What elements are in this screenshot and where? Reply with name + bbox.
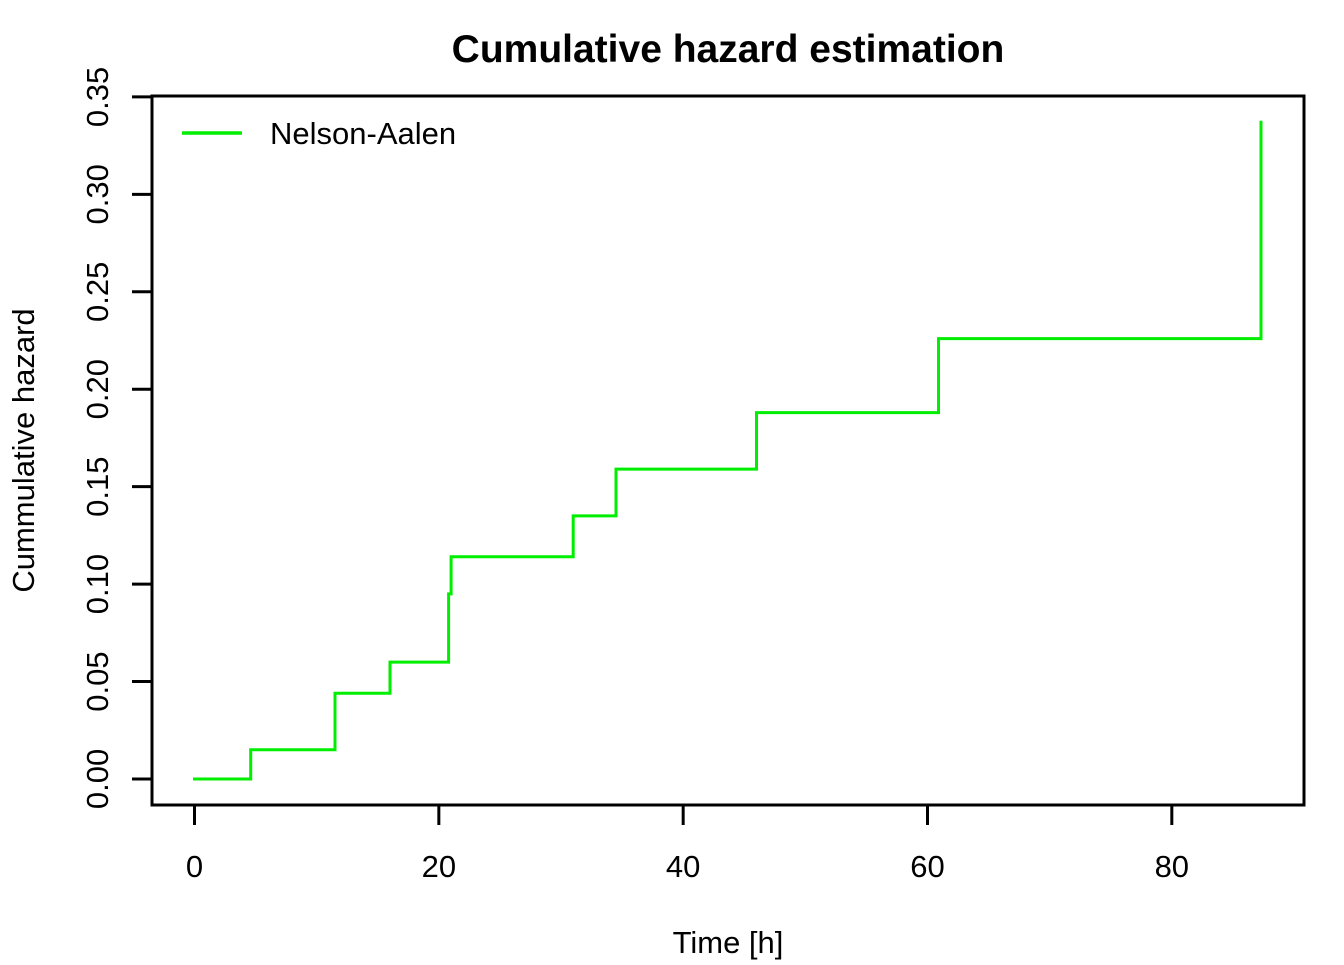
y-axis-label: Cummulative hazard xyxy=(6,308,41,592)
nelson-aalen-step-line xyxy=(193,120,1263,781)
plot-box xyxy=(150,94,1306,807)
y-tick-label: 0.35 xyxy=(80,67,115,127)
x-axis-ticks: 0 20 40 60 80 xyxy=(186,805,1189,884)
y-tick-label: 0.10 xyxy=(80,554,115,614)
y-tick-label: 0.30 xyxy=(80,164,115,224)
legend-label: Nelson-Aalen xyxy=(270,116,456,151)
y-tick-label: 0.05 xyxy=(80,651,115,711)
x-axis-label: Time [h] xyxy=(673,925,784,960)
y-tick-label: 0.25 xyxy=(80,262,115,322)
y-axis-ticks: 0.00 0.05 0.10 0.15 0.20 0.25 0.30 0.35 xyxy=(80,67,152,809)
x-tick-label: 0 xyxy=(186,849,203,884)
x-tick-label: 20 xyxy=(422,849,456,884)
y-tick-label: 0.00 xyxy=(80,749,115,809)
chart-title: Cumulative hazard estimation xyxy=(452,28,1005,71)
legend: Nelson-Aalen xyxy=(182,116,456,151)
x-tick-label: 60 xyxy=(910,849,944,884)
x-tick-label: 80 xyxy=(1155,849,1189,884)
y-tick-label: 0.20 xyxy=(80,359,115,419)
x-tick-label: 40 xyxy=(666,849,700,884)
y-tick-label: 0.15 xyxy=(80,456,115,516)
